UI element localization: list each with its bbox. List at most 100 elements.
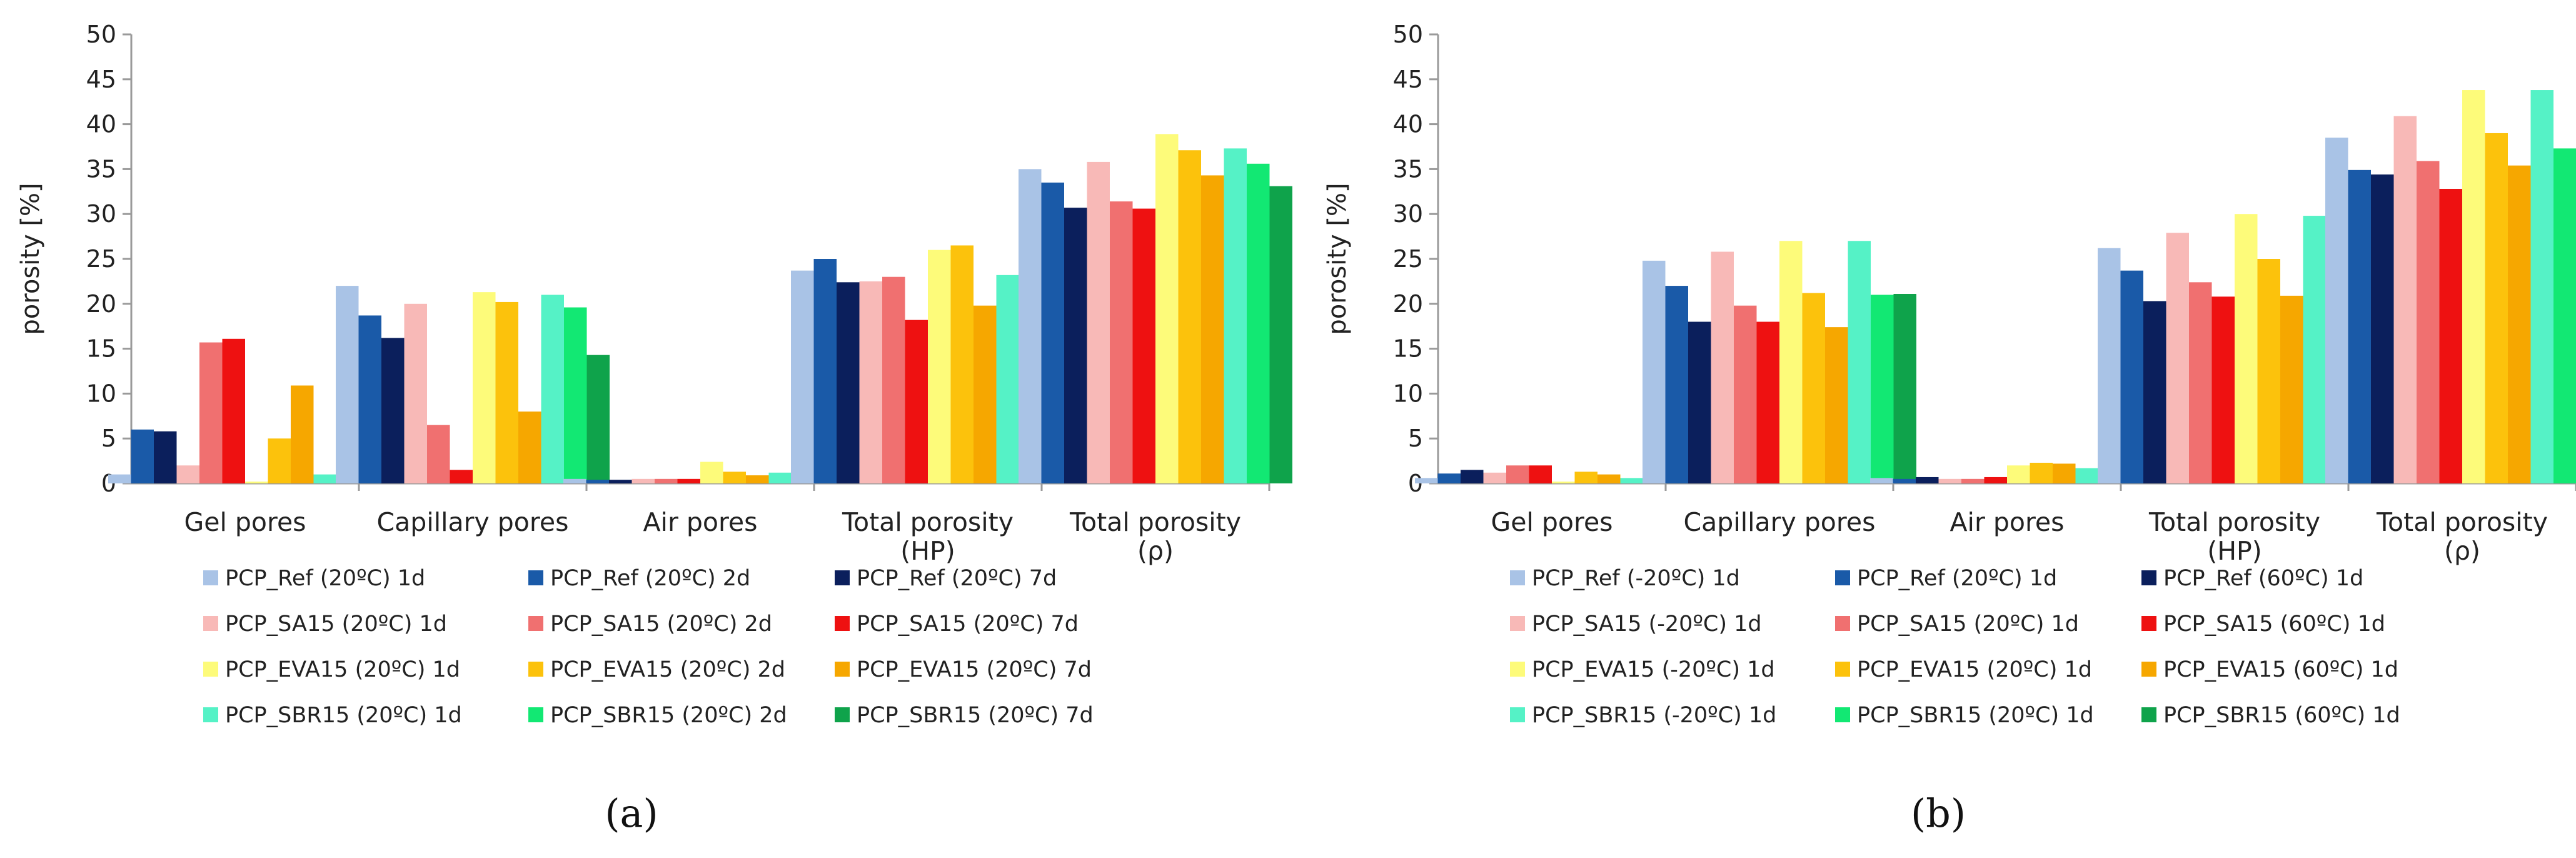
bar — [1756, 321, 1779, 483]
bar — [1938, 478, 1961, 483]
legend-swatch — [528, 707, 543, 722]
legend-swatch — [2141, 616, 2156, 631]
bar — [2211, 296, 2235, 483]
legend-swatch — [203, 570, 218, 585]
bar — [609, 480, 632, 483]
bar — [2485, 133, 2508, 483]
bar — [1461, 470, 1484, 483]
bar — [564, 307, 587, 483]
legend-entry: PCP_SBR15 (20ºC) 2d — [550, 703, 787, 728]
bar — [974, 305, 997, 483]
y-axis-label: porosity [%] — [16, 183, 45, 335]
legend-swatch — [528, 616, 543, 631]
bar — [2053, 463, 2076, 483]
bar — [2348, 169, 2371, 483]
legend-swatch — [1835, 662, 1850, 677]
bar — [1269, 186, 1292, 483]
bar — [268, 438, 291, 483]
chart-a: 05101520253035404550porosity [%]Gel pore… — [16, 21, 1292, 836]
bar — [1064, 208, 1087, 483]
x-tick-label: Total porosity — [2376, 507, 2548, 537]
bar — [586, 355, 610, 483]
bar — [1506, 465, 1529, 483]
bar — [1734, 305, 1757, 483]
y-tick-label: 5 — [1408, 425, 1423, 452]
x-tick-label: Gel pores — [184, 507, 306, 537]
legend-entry: PCP_Ref (20ºC) 7d — [857, 566, 1057, 591]
legend-swatch — [2141, 662, 2156, 677]
legend-swatch — [1835, 707, 1850, 722]
legend-swatch — [835, 662, 850, 677]
bar — [358, 315, 381, 483]
bar — [1019, 169, 1042, 483]
legend-swatch — [1510, 707, 1525, 722]
bar — [859, 281, 882, 483]
legend-swatch — [1835, 616, 1850, 631]
legend-entry: PCP_Ref (-20ºC) 1d — [1532, 566, 1740, 591]
bar — [2166, 233, 2189, 483]
bar — [2393, 116, 2417, 483]
x-tick-label: Capillary pores — [1684, 507, 1876, 537]
bar — [381, 338, 405, 483]
legend-swatch — [835, 707, 850, 722]
x-tick-label: Total porosity — [842, 507, 1014, 537]
legend-entry: PCP_SA15 (20ºC) 2d — [550, 612, 772, 637]
bar — [1665, 286, 1688, 483]
bar — [1779, 241, 1803, 483]
bar — [723, 472, 746, 483]
bar — [2462, 90, 2485, 484]
legend-entry: PCP_SA15 (60ºC) 1d — [2163, 612, 2385, 637]
x-tick-label: (HP) — [2207, 536, 2262, 566]
bar — [1711, 251, 1734, 483]
bar — [291, 385, 314, 483]
bar — [245, 482, 268, 483]
bar — [1916, 477, 1939, 483]
bar — [2189, 282, 2212, 483]
bar — [541, 295, 564, 483]
panel-label: (a) — [605, 790, 658, 836]
x-tick-label: Total porosity — [1069, 507, 1241, 537]
legend-swatch — [2141, 570, 2156, 585]
legend-entry: PCP_EVA15 (20ºC) 1d — [1857, 657, 2092, 682]
x-tick-label: Total porosity — [2148, 507, 2320, 537]
bar — [1597, 474, 1621, 483]
legend-entry: PCP_EVA15 (60ºC) 1d — [2163, 657, 2398, 682]
legend-entry: PCP_SBR15 (-20ºC) 1d — [1532, 703, 1776, 728]
x-tick-label: (ρ) — [2444, 536, 2480, 566]
legend-entry: PCP_Ref (20ºC) 1d — [225, 566, 425, 591]
legend-entry: PCP_SBR15 (20ºC) 1d — [225, 703, 462, 728]
legend-swatch — [835, 616, 850, 631]
bar — [1132, 208, 1155, 483]
bar — [1893, 294, 1916, 483]
bar — [928, 250, 951, 483]
bar — [1110, 201, 1133, 483]
y-tick-label: 50 — [86, 21, 116, 48]
y-tick-label: 45 — [1393, 66, 1423, 93]
legend-entry: PCP_Ref (20ºC) 2d — [550, 566, 750, 591]
bar — [1643, 260, 1666, 483]
bar — [2371, 174, 2394, 483]
bar — [1224, 148, 1247, 483]
bar — [2098, 248, 2121, 483]
bar — [495, 301, 518, 483]
bar — [1870, 478, 1893, 483]
bar — [1201, 175, 1224, 483]
bar — [563, 478, 586, 483]
y-tick-label: 35 — [1393, 155, 1423, 183]
legend-entry: PCP_SBR15 (20ºC) 1d — [1857, 703, 2094, 728]
bar — [1620, 478, 1643, 483]
y-tick-label: 15 — [1393, 335, 1423, 363]
bar — [2417, 161, 2440, 483]
bar — [1552, 482, 1575, 483]
bar — [655, 478, 678, 483]
bar — [1437, 473, 1461, 483]
bar — [1178, 150, 1201, 483]
y-tick-label: 30 — [86, 200, 116, 228]
y-tick-label: 20 — [86, 290, 116, 318]
bar — [2007, 465, 2030, 483]
bar — [1984, 477, 2007, 483]
y-tick-label: 10 — [86, 380, 116, 407]
bar — [2280, 295, 2303, 483]
